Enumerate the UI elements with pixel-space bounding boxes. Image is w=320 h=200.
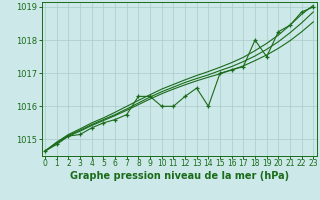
X-axis label: Graphe pression niveau de la mer (hPa): Graphe pression niveau de la mer (hPa) bbox=[70, 171, 289, 181]
